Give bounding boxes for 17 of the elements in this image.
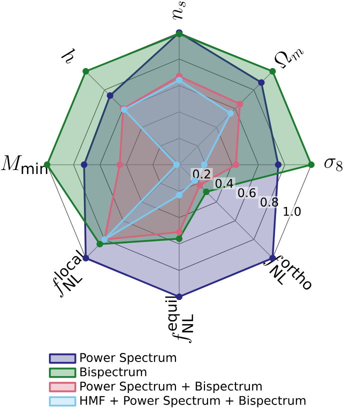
spoke-label: $f_{\rm NL}^{\rm equil}$	[165, 296, 194, 344]
y-tick-label: 0.8	[260, 198, 278, 207]
y-tick-label: 0.6	[238, 188, 256, 198]
y-tick-label: 0.2	[193, 170, 210, 179]
legend-label: Power Spectrum	[80, 353, 176, 364]
y-tick-label: 0.4	[216, 178, 234, 188]
spoke-label: $f_{\rm NL}^{\rm ortho}$	[263, 256, 312, 290]
spoke-label: $h$	[61, 48, 76, 64]
spoke-label: $M_{\rm min}$	[1, 155, 48, 174]
legend-label: Power Spectrum + Bispectrum	[80, 381, 262, 393]
spoke-label: $\sigma_8$	[324, 158, 343, 172]
spoke-label: $\Omega_m$	[274, 49, 304, 69]
legend-label: HMF + Power Spectrum + Bispectrum	[80, 396, 306, 408]
legend-label: Bispectrum	[80, 367, 146, 379]
spoke-label: $f_{\rm NL}^{\rm local}$	[53, 250, 85, 298]
y-tick-label: 1.0	[284, 206, 301, 216]
spoke-label: $n_s$	[172, 1, 186, 20]
